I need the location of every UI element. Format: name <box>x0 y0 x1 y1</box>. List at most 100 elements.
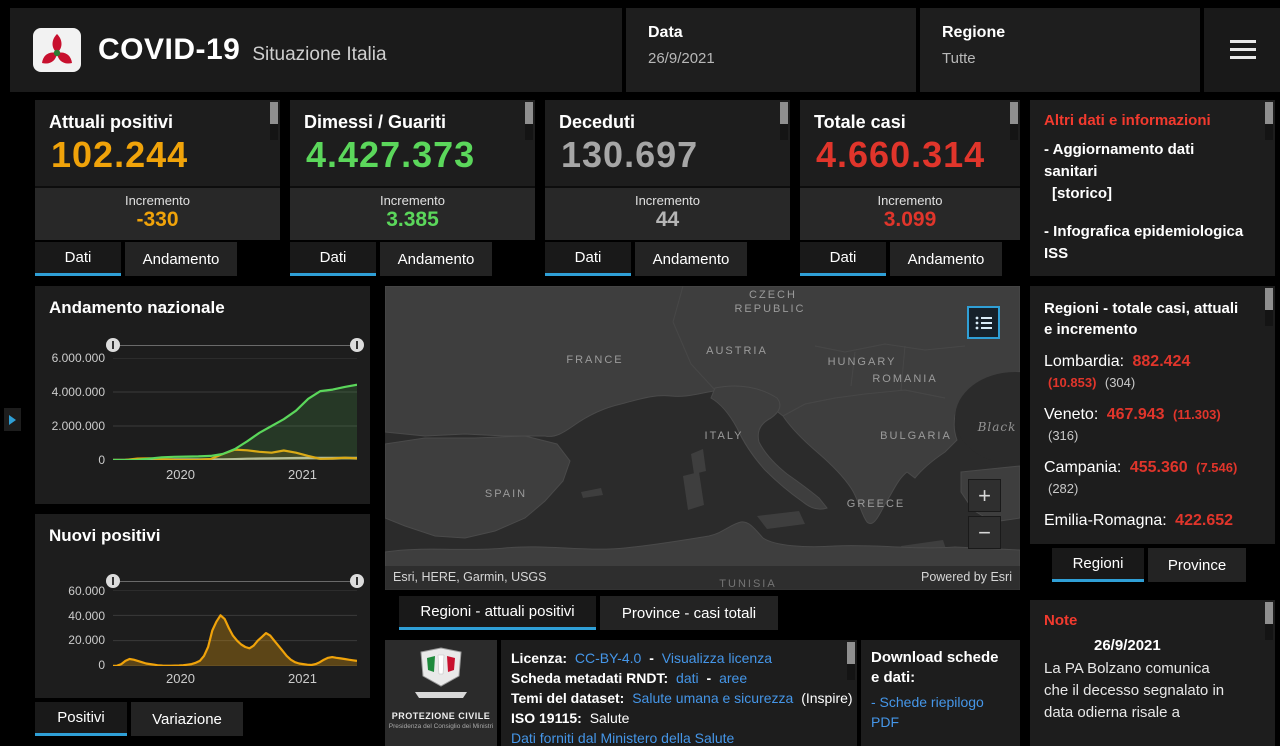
link-storico[interactable]: [storico] <box>1052 185 1112 202</box>
tab-andamento-attuali[interactable]: Andamento <box>125 242 237 276</box>
ytick: 6.000.000 <box>51 351 105 365</box>
powered-by-esri[interactable]: Powered by Esri <box>920 570 1012 584</box>
tab-andamento-dimessi[interactable]: Andamento <box>380 242 492 276</box>
temi-label: Temi del dataset: <box>511 690 625 706</box>
protezione-civile-name: PROTEZIONE CIVILE <box>391 711 491 721</box>
slider-handle-right[interactable] <box>350 338 364 352</box>
map-label-italy: ITALY <box>704 430 744 442</box>
region-name: Campania: <box>1044 459 1122 476</box>
region-row-campania[interactable]: Campania: 455.360 (7.546) (282) <box>1030 457 1275 499</box>
tab-dati-deceduti[interactable]: Dati <box>545 242 631 276</box>
rndt-dati-link[interactable]: dati <box>676 670 699 686</box>
regione-value[interactable]: Tutte <box>942 50 976 67</box>
map-label-tunisia: TUNISIA <box>719 578 777 590</box>
link-infografica-iss[interactable]: - Infografica epidemiologica ISS <box>1044 223 1244 262</box>
protezione-civile-emblem-icon <box>415 647 467 698</box>
time-range-slider[interactable] <box>106 338 364 353</box>
increment-label: Incremento <box>634 193 701 208</box>
menu-icon[interactable] <box>1230 40 1258 60</box>
card-value: 4.427.373 <box>306 134 476 175</box>
tab-dati-dimessi[interactable]: Dati <box>290 242 376 276</box>
tab-map-regioni[interactable]: Regioni - attuali positivi <box>399 596 596 630</box>
region-increment: (316) <box>1048 428 1079 443</box>
region-total: 467.943 <box>1106 406 1165 423</box>
europe-map[interactable]: CZECH REPUBLIC FRANCE AUSTRIA HUNGARY RO… <box>385 286 1020 590</box>
protezione-civile-panel: PROTEZIONE CIVILE Presidenza del Consigl… <box>385 640 497 746</box>
slider-handle-left[interactable] <box>106 574 120 588</box>
stat-card-totale-casi: Totale casi 4.660.314 Incremento 3.099 <box>800 100 1020 240</box>
zoom-out-button[interactable]: − <box>968 516 1001 549</box>
tab-map-province[interactable]: Province - casi totali <box>600 596 778 630</box>
region-attuali: (10.853) <box>1048 375 1097 390</box>
header-data-section: Data 26/9/2021 <box>626 8 916 92</box>
tab-andamento-totale[interactable]: Andamento <box>890 242 1002 276</box>
header-menu-section <box>1204 8 1280 92</box>
tab-dati-totale[interactable]: Dati <box>800 242 886 276</box>
tab-dati-attuali[interactable]: Dati <box>35 242 121 276</box>
tab-regioni[interactable]: Regioni <box>1052 548 1144 582</box>
download-schede-link[interactable]: - Schede riepilogo PDF <box>871 694 984 730</box>
tab-andamento-deceduti[interactable]: Andamento <box>635 242 747 276</box>
tab-province[interactable]: Province <box>1148 548 1246 582</box>
region-name: Lombardia: <box>1044 353 1125 370</box>
legend-list-icon <box>975 316 992 329</box>
scrollbar[interactable] <box>270 102 278 140</box>
download-title: Download schede e dati: <box>871 649 999 686</box>
increment-value: 3.099 <box>883 208 937 231</box>
slider-handle-right[interactable] <box>350 574 364 588</box>
region-total: 882.424 <box>1132 353 1191 370</box>
region-row-veneto[interactable]: Veneto: 467.943 (11.303) (316) <box>1030 404 1275 446</box>
licenza-label: Licenza: <box>511 650 568 666</box>
nuovi-positivi-chart <box>113 590 357 666</box>
ytick: 0 <box>98 658 105 672</box>
region-attuali: (7.546) <box>1196 460 1238 475</box>
tab-variazione[interactable]: Variazione <box>131 702 243 736</box>
map-legend-button[interactable] <box>967 306 1000 339</box>
scrollbar[interactable] <box>525 102 533 140</box>
panel-license-info: Licenza: CC-BY-4.0 - Visualizza licenza … <box>501 640 857 746</box>
temi-link[interactable]: Salute umana e sicurezza <box>632 690 794 706</box>
scrollbar[interactable] <box>847 642 855 680</box>
increment-value: 44 <box>655 208 680 231</box>
data-value[interactable]: 26/9/2021 <box>648 50 715 67</box>
slider-track <box>113 345 357 346</box>
tab-positivi[interactable]: Positivi <box>35 702 127 736</box>
map-label-france: FRANCE <box>566 354 624 366</box>
time-range-slider[interactable] <box>106 574 364 589</box>
zoom-in-button[interactable]: + <box>968 479 1001 512</box>
dash: - <box>649 650 654 666</box>
scrollbar[interactable] <box>1010 102 1018 140</box>
protezione-civile-logo-icon <box>33 28 81 72</box>
scrollbar[interactable] <box>1265 102 1273 140</box>
rndt-aree-link[interactable]: aree <box>719 670 748 686</box>
licenza-link[interactable]: CC-BY-4.0 <box>574 650 642 666</box>
increment-box: Incremento 3.099 <box>800 186 1020 240</box>
iso-line: ISO 19115: Salute <box>501 708 857 728</box>
protezione-civile-subtitle: Presidenza del Consiglio dei Ministri <box>388 723 494 730</box>
slider-handle-left[interactable] <box>106 338 120 352</box>
map-label-black-sea: Black <box>977 420 1017 434</box>
header-title-section: COVID-19 Situazione Italia <box>10 8 622 92</box>
scrollbar[interactable] <box>1265 288 1273 326</box>
panel-note: Note 26/9/2021 La PA Bolzano comunica ch… <box>1030 600 1275 746</box>
fonte-line: Dati forniti dal Ministero della Salute <box>501 728 857 746</box>
scrollbar[interactable] <box>1265 602 1273 640</box>
visualizza-licenza-link[interactable]: Visualizza licenza <box>661 650 773 666</box>
sidebar-expand-button[interactable] <box>4 408 21 431</box>
app-header: COVID-19 Situazione Italia Data 26/9/202… <box>10 8 1280 92</box>
link-aggiornamento-dati[interactable]: - Aggiornamento dati sanitari <box>1044 141 1195 180</box>
scrollbar[interactable] <box>780 102 788 140</box>
region-increment: (304) <box>1104 375 1136 390</box>
ytick: 40.000 <box>68 609 105 623</box>
data-label: Data <box>648 24 683 41</box>
card-title: Dimessi / Guariti <box>304 112 447 132</box>
region-row-emilia-romagna[interactable]: Emilia-Romagna: 422.652 <box>1030 510 1275 531</box>
card-value: 130.697 <box>561 134 699 175</box>
increment-value: -330 <box>136 208 179 231</box>
stat-card-dimessi-guariti: Dimessi / Guariti 4.427.373 Incremento 3… <box>290 100 535 240</box>
fonte-link[interactable]: Dati forniti dal Ministero della Salute <box>511 730 735 746</box>
map-label-czech: CZECH <box>749 289 797 301</box>
card-title: Deceduti <box>559 112 636 132</box>
region-row-lombardia[interactable]: Lombardia: 882.424 (10.853) (304) <box>1030 351 1275 393</box>
